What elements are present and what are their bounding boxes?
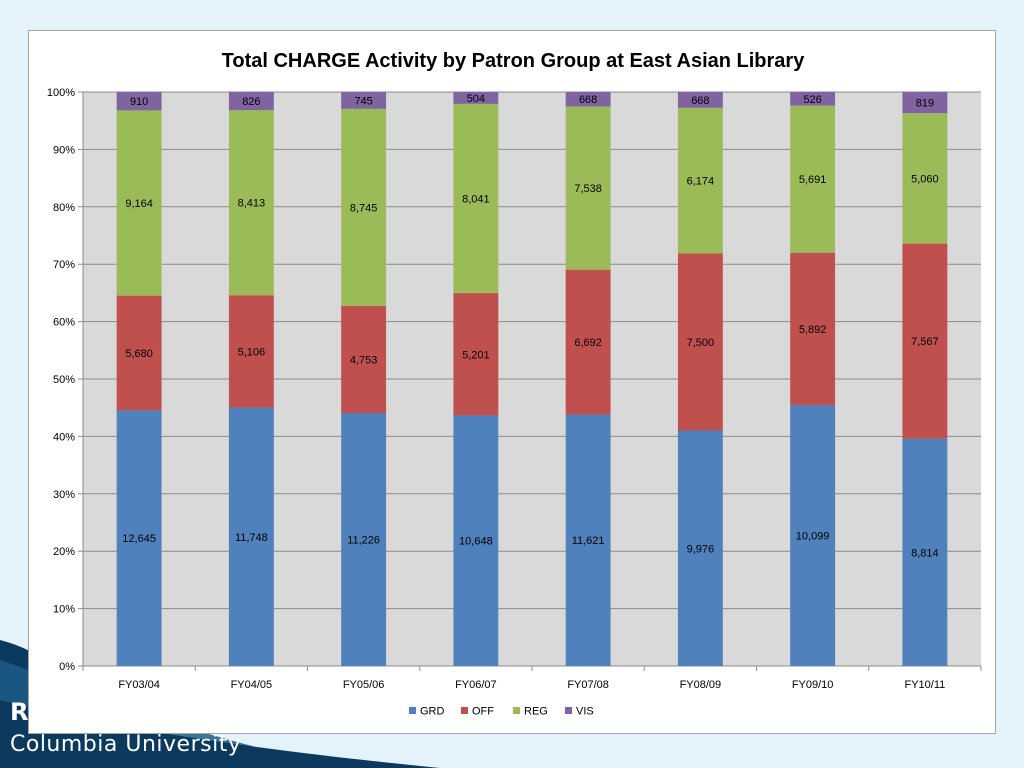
bar-segment-vis (790, 92, 836, 106)
bar-segment-grd (116, 410, 162, 666)
footer-org-line-1: R (10, 698, 29, 726)
data-label-vis: 668 (579, 94, 597, 106)
data-label-reg: 5,060 (911, 173, 939, 185)
x-tick-label: FY08/09 (680, 679, 722, 691)
data-label-grd: 11,621 (572, 535, 605, 547)
data-label-off: 5,680 (125, 348, 153, 360)
data-label-vis: 826 (242, 96, 260, 108)
bar-segment-off (453, 293, 499, 416)
data-label-off: 5,201 (462, 349, 490, 361)
data-label-reg: 7,538 (574, 183, 602, 195)
data-label-grd: 9,976 (687, 543, 715, 555)
legend-swatch-reg (513, 707, 520, 714)
bar-segment-grd (228, 407, 274, 666)
bar-segment-grd (790, 404, 836, 666)
data-label-vis: 910 (130, 96, 148, 108)
bar-segment-off (341, 305, 387, 413)
data-label-reg: 5,691 (799, 174, 827, 186)
y-tick-label: 70% (53, 259, 75, 271)
x-tick-label: FY09/10 (792, 679, 834, 691)
data-label-off: 7,500 (687, 337, 715, 349)
y-tick-label: 90% (53, 144, 75, 156)
chart-title: Total CHARGE Activity by Patron Group at… (222, 50, 806, 72)
bar-segment-vis (902, 92, 948, 114)
x-tick-label: FY03/04 (118, 679, 160, 691)
legend-swatch-grd (409, 707, 416, 714)
bar-segment-grd (341, 412, 387, 666)
data-label-grd: 12,645 (122, 533, 156, 545)
y-tick-label: 0% (59, 661, 75, 673)
bar-segment-grd (902, 438, 948, 666)
y-tick-label: 80% (53, 202, 75, 214)
data-label-vis: 819 (916, 98, 934, 110)
bar-segment-off (902, 243, 948, 439)
x-tick-label: FY10/11 (904, 679, 945, 691)
bar-segment-off (116, 295, 162, 411)
x-tick-label: FY07/08 (567, 679, 609, 691)
y-tick-label: 30% (53, 489, 75, 501)
bar-segment-grd (677, 430, 723, 666)
y-tick-label: 10% (53, 604, 75, 616)
data-label-reg: 6,174 (687, 176, 715, 188)
y-tick-label: 20% (53, 546, 75, 558)
bar-segment-off (790, 252, 836, 405)
y-tick-label: 60% (53, 317, 75, 329)
bar-segment-reg (453, 103, 499, 294)
legend-label-vis: VIS (576, 706, 594, 718)
data-label-reg: 8,413 (238, 198, 266, 210)
legend-label-reg: REG (524, 706, 548, 718)
bar-segment-reg (341, 108, 387, 306)
data-label-off: 4,753 (350, 354, 378, 366)
data-label-off: 6,692 (574, 337, 602, 349)
data-label-grd: 11,748 (235, 532, 268, 544)
x-tick-label: FY04/05 (231, 679, 273, 691)
data-label-reg: 8,745 (350, 202, 378, 214)
bar-segment-reg (116, 110, 162, 296)
bar-segment-off (228, 295, 274, 408)
bar-segment-reg (228, 110, 274, 296)
data-label-off: 5,892 (799, 324, 827, 336)
bar-segment-reg (565, 106, 611, 270)
bar-segment-reg (790, 105, 836, 253)
data-label-grd: 11,226 (347, 534, 380, 546)
legend-swatch-vis (565, 707, 572, 714)
bar-segment-vis (228, 92, 274, 111)
data-label-grd: 10,648 (459, 536, 493, 548)
footer-org-name: Columbia University (10, 732, 242, 757)
bar-segment-vis (565, 92, 611, 107)
x-tick-label: FY05/06 (343, 679, 385, 691)
legend-swatch-off (461, 707, 468, 714)
stacked-bar-chart: Total CHARGE Activity by Patron Group at… (47, 50, 982, 718)
legend-label-off: OFF (472, 706, 494, 718)
bar-segment-grd (453, 415, 499, 666)
data-label-reg: 9,164 (125, 198, 153, 210)
data-label-vis: 745 (354, 95, 372, 107)
bar-segment-vis (453, 92, 499, 104)
data-label-reg: 8,041 (462, 193, 490, 205)
data-label-vis: 526 (803, 94, 821, 106)
legend-label-grd: GRD (420, 706, 445, 718)
x-tick-label: FY06/07 (455, 679, 497, 691)
data-label-off: 5,106 (238, 346, 266, 358)
data-label-grd: 10,099 (796, 530, 830, 542)
y-tick-label: 100% (47, 87, 75, 99)
y-tick-label: 50% (53, 374, 75, 386)
chart-frame: Total CHARGE Activity by Patron Group at… (28, 30, 996, 734)
bar-segment-vis (341, 92, 387, 109)
data-label-grd: 8,814 (911, 547, 939, 559)
bar-segment-vis (677, 92, 723, 108)
data-label-vis: 504 (467, 93, 485, 105)
bar-segment-reg (677, 107, 723, 254)
bar-segment-off (677, 253, 723, 431)
data-label-off: 7,567 (911, 336, 939, 348)
bar-segment-off (565, 269, 611, 415)
bar-segment-grd (565, 414, 611, 666)
data-label-vis: 668 (691, 95, 709, 107)
bar-segment-reg (902, 113, 948, 244)
y-tick-label: 40% (53, 431, 75, 443)
bar-segment-vis (116, 92, 162, 111)
